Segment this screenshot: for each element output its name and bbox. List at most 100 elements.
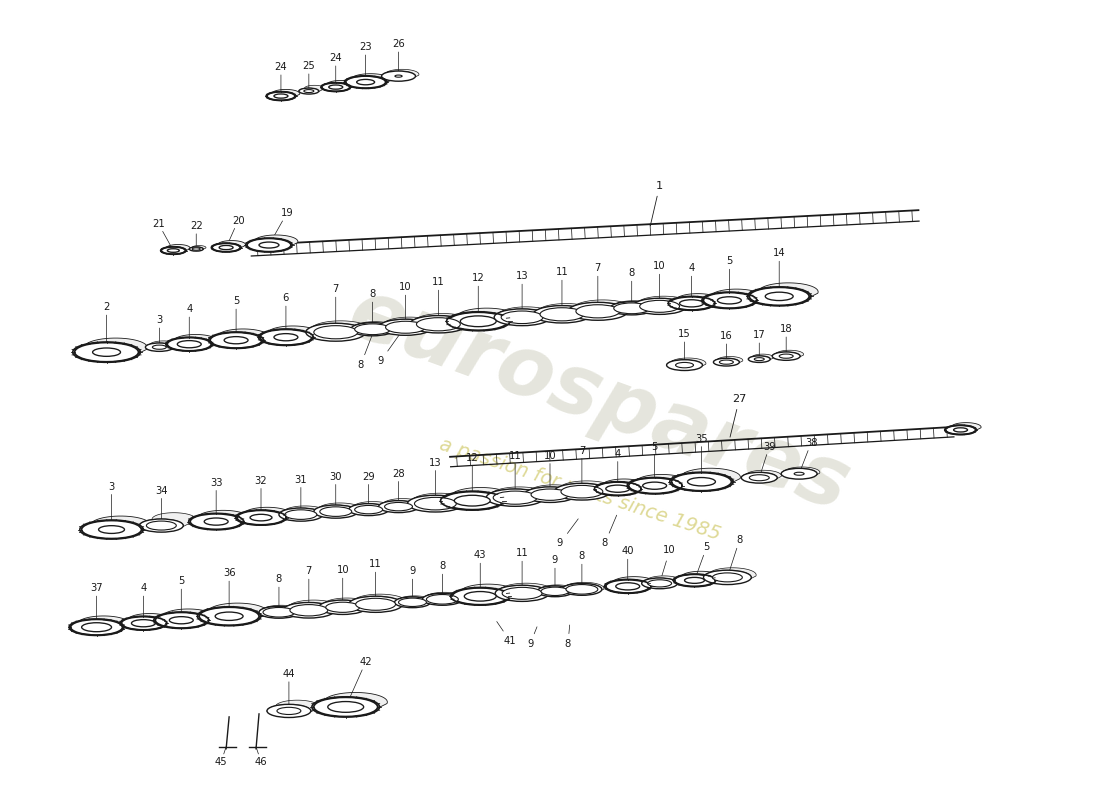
Polygon shape: [672, 468, 740, 483]
Text: 6: 6: [283, 294, 289, 338]
Text: 4: 4: [141, 583, 146, 623]
Polygon shape: [319, 598, 371, 609]
Text: 15: 15: [679, 330, 691, 365]
Ellipse shape: [349, 504, 388, 515]
Text: 41: 41: [497, 622, 517, 646]
Polygon shape: [442, 487, 510, 502]
Text: 2: 2: [103, 302, 110, 352]
Ellipse shape: [395, 597, 430, 608]
Ellipse shape: [503, 587, 542, 599]
Polygon shape: [190, 510, 249, 522]
Polygon shape: [749, 283, 818, 298]
Ellipse shape: [349, 596, 403, 612]
Ellipse shape: [561, 486, 603, 498]
Ellipse shape: [224, 337, 249, 344]
Ellipse shape: [290, 605, 328, 616]
Text: 8: 8: [370, 290, 376, 330]
Polygon shape: [260, 326, 319, 338]
Ellipse shape: [531, 489, 569, 500]
Ellipse shape: [596, 482, 640, 495]
Ellipse shape: [258, 606, 299, 618]
Text: 16: 16: [720, 331, 733, 362]
Ellipse shape: [283, 602, 334, 618]
Ellipse shape: [672, 473, 732, 490]
Polygon shape: [155, 609, 214, 622]
Polygon shape: [351, 322, 397, 330]
Text: 39: 39: [759, 442, 775, 478]
Text: 46: 46: [255, 746, 267, 766]
Text: 8: 8: [564, 625, 571, 649]
Ellipse shape: [277, 707, 301, 714]
Text: 44: 44: [283, 669, 295, 711]
Polygon shape: [781, 467, 820, 474]
Text: 22: 22: [190, 221, 202, 249]
Ellipse shape: [606, 485, 629, 492]
Ellipse shape: [162, 247, 185, 254]
Ellipse shape: [199, 607, 258, 626]
Ellipse shape: [153, 345, 166, 350]
Text: 3: 3: [156, 315, 163, 347]
Ellipse shape: [92, 348, 121, 356]
Ellipse shape: [427, 594, 459, 604]
Polygon shape: [596, 479, 646, 490]
Ellipse shape: [378, 501, 418, 513]
Polygon shape: [189, 246, 206, 250]
Polygon shape: [199, 603, 267, 618]
Text: 8: 8: [727, 535, 742, 578]
Ellipse shape: [216, 612, 243, 621]
Polygon shape: [409, 314, 472, 326]
Ellipse shape: [205, 518, 228, 525]
Ellipse shape: [749, 474, 769, 481]
Ellipse shape: [565, 585, 597, 594]
Ellipse shape: [648, 580, 672, 587]
Text: 23: 23: [360, 42, 372, 82]
Text: 7: 7: [595, 263, 601, 311]
Polygon shape: [121, 614, 172, 624]
Ellipse shape: [495, 586, 549, 602]
Ellipse shape: [356, 79, 375, 85]
Ellipse shape: [267, 92, 295, 100]
Ellipse shape: [319, 600, 366, 614]
Text: 10: 10: [337, 566, 349, 607]
Ellipse shape: [632, 298, 686, 314]
Text: 18: 18: [780, 324, 792, 356]
Text: 5: 5: [651, 442, 658, 486]
Ellipse shape: [452, 588, 508, 605]
Polygon shape: [495, 583, 553, 594]
Text: 43: 43: [474, 550, 486, 596]
Ellipse shape: [640, 300, 680, 312]
Ellipse shape: [415, 498, 456, 510]
Ellipse shape: [75, 342, 139, 362]
Ellipse shape: [210, 333, 262, 348]
Polygon shape: [524, 485, 580, 496]
Text: 7: 7: [579, 446, 585, 492]
Ellipse shape: [688, 478, 715, 486]
Polygon shape: [75, 338, 147, 354]
Ellipse shape: [554, 483, 609, 500]
Text: 10: 10: [399, 282, 411, 327]
Ellipse shape: [454, 495, 491, 506]
Polygon shape: [562, 582, 604, 590]
Ellipse shape: [417, 318, 460, 331]
Polygon shape: [670, 294, 719, 304]
Polygon shape: [632, 296, 691, 307]
Text: 13: 13: [516, 271, 528, 318]
Polygon shape: [299, 86, 324, 91]
Text: 8: 8: [439, 562, 446, 599]
Ellipse shape: [719, 360, 734, 364]
Text: 5: 5: [726, 257, 733, 300]
Ellipse shape: [354, 506, 383, 514]
Ellipse shape: [748, 356, 770, 362]
Polygon shape: [248, 235, 298, 246]
Polygon shape: [212, 241, 245, 248]
Polygon shape: [486, 487, 548, 499]
Text: 11: 11: [516, 549, 528, 594]
Text: 20: 20: [227, 216, 244, 247]
Text: 32: 32: [255, 476, 267, 518]
Text: 5: 5: [178, 576, 185, 620]
Polygon shape: [314, 693, 387, 709]
Polygon shape: [349, 502, 393, 510]
Polygon shape: [322, 81, 354, 88]
Ellipse shape: [274, 94, 288, 98]
Ellipse shape: [704, 293, 756, 308]
